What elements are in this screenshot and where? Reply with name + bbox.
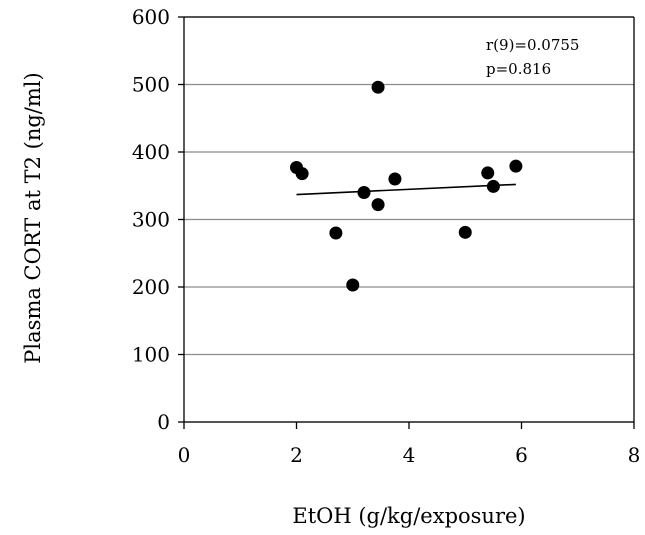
y-tick-label-1: 100 — [132, 343, 170, 367]
data-point-5 — [371, 198, 385, 212]
data-point-8 — [458, 225, 472, 239]
y-axis-label: Plasma CORT at T2 (ng/ml) — [21, 72, 45, 363]
y-tick-label-5: 500 — [132, 73, 170, 97]
x-tick-label-2: 4 — [403, 443, 416, 467]
data-point-4 — [357, 186, 371, 199]
y-axis-ticks: 0 100 200 300 400 500 600 — [132, 5, 184, 434]
data-point-11 — [509, 159, 523, 173]
data-point-9 — [481, 166, 495, 180]
x-tick-label-0: 0 — [178, 443, 191, 467]
data-point-1 — [295, 167, 309, 181]
trendline-group — [296, 183, 516, 196]
x-tick-label-1: 2 — [290, 443, 303, 467]
annotation-r: r(9)=0.0755 — [486, 36, 579, 54]
y-tick-label-0: 0 — [157, 410, 170, 434]
y-tick-label-2: 200 — [132, 275, 170, 299]
annotation-p: p=0.816 — [486, 60, 551, 78]
data-point-7 — [388, 172, 402, 186]
y-tick-label-4: 400 — [132, 140, 170, 164]
gridlines — [184, 16, 634, 423]
trendline — [296, 183, 516, 196]
data-point-2 — [329, 226, 343, 240]
x-axis-label: EtOH (g/kg/exposure) — [292, 504, 525, 528]
data-points — [290, 80, 523, 292]
x-tick-label-4: 8 — [628, 443, 641, 467]
x-tick-label-3: 6 — [515, 443, 528, 467]
y-tick-label-3: 300 — [132, 208, 170, 232]
y-tick-label-6: 600 — [132, 5, 170, 29]
data-point-10 — [486, 179, 500, 193]
x-axis-ticks: 0 2 4 6 8 — [178, 422, 641, 467]
data-point-3 — [346, 278, 360, 292]
data-point-6 — [371, 80, 385, 94]
